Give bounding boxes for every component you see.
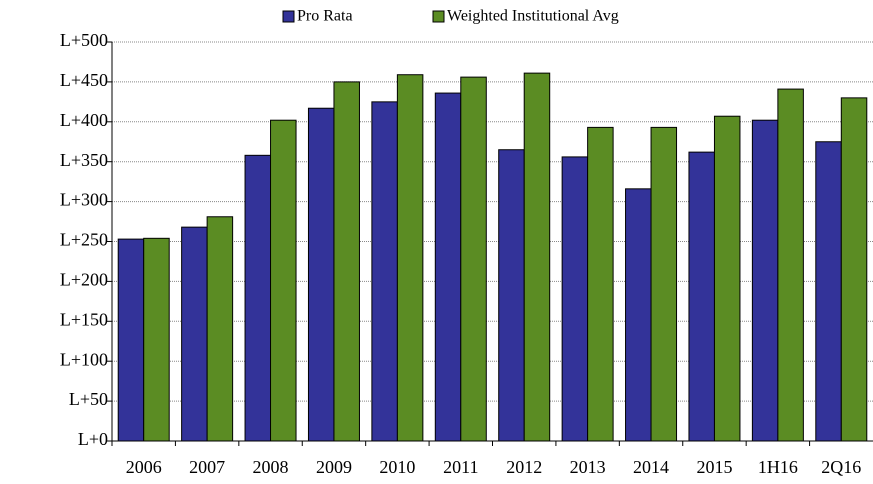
y-tick-label: L+400 bbox=[60, 110, 108, 130]
x-tick-label: 2015 bbox=[696, 457, 732, 477]
x-tick-label: 2007 bbox=[189, 457, 225, 477]
y-tick-label: L+200 bbox=[60, 270, 108, 290]
x-tick-label: 2009 bbox=[316, 457, 352, 477]
bar bbox=[815, 141, 842, 442]
bar bbox=[206, 216, 234, 442]
y-tick-label: L+500 bbox=[60, 30, 108, 50]
x-tick-label: 2013 bbox=[570, 457, 606, 477]
bar bbox=[523, 72, 551, 442]
x-tick-label: 2Q16 bbox=[821, 457, 861, 477]
legend-swatch bbox=[282, 10, 295, 23]
bar bbox=[688, 151, 715, 442]
bar bbox=[751, 119, 779, 442]
bar bbox=[625, 188, 652, 442]
bar bbox=[587, 126, 614, 442]
bar bbox=[117, 238, 145, 442]
bar bbox=[143, 237, 170, 442]
y-tick-label: L+100 bbox=[60, 349, 108, 369]
bar bbox=[498, 149, 525, 442]
bar bbox=[840, 97, 868, 442]
legend-label: Pro Rata bbox=[297, 8, 353, 25]
y-tick-label: L+300 bbox=[60, 190, 108, 210]
bar bbox=[396, 74, 424, 442]
bar bbox=[561, 156, 589, 442]
legend-swatch bbox=[432, 10, 445, 23]
x-tick-label: 2014 bbox=[633, 457, 669, 477]
y-tick-label: L+0 bbox=[78, 429, 108, 449]
y-tick-label: L+250 bbox=[60, 230, 108, 250]
bar bbox=[650, 126, 678, 442]
y-tick-label: L+50 bbox=[69, 389, 108, 409]
bar bbox=[460, 76, 487, 442]
x-tick-label: 1H16 bbox=[758, 457, 798, 477]
bar bbox=[371, 101, 398, 442]
bar bbox=[333, 81, 360, 442]
x-tick-label: 2012 bbox=[506, 457, 542, 477]
x-tick-label: 2011 bbox=[443, 457, 478, 477]
bar bbox=[713, 115, 741, 442]
x-tick-label: 2008 bbox=[253, 457, 289, 477]
x-tick-label: 2006 bbox=[126, 457, 162, 477]
x-tick-label: 2010 bbox=[379, 457, 415, 477]
legend-label: Weighted Institutional Avg bbox=[447, 8, 619, 25]
bar bbox=[434, 92, 462, 442]
y-tick-label: L+350 bbox=[60, 150, 108, 170]
bar bbox=[777, 88, 804, 442]
y-tick-label: L+450 bbox=[60, 70, 108, 90]
bar bbox=[270, 119, 297, 442]
bar bbox=[307, 107, 335, 442]
y-tick-label: L+150 bbox=[60, 309, 108, 329]
bar bbox=[244, 154, 272, 442]
bar bbox=[181, 226, 208, 442]
